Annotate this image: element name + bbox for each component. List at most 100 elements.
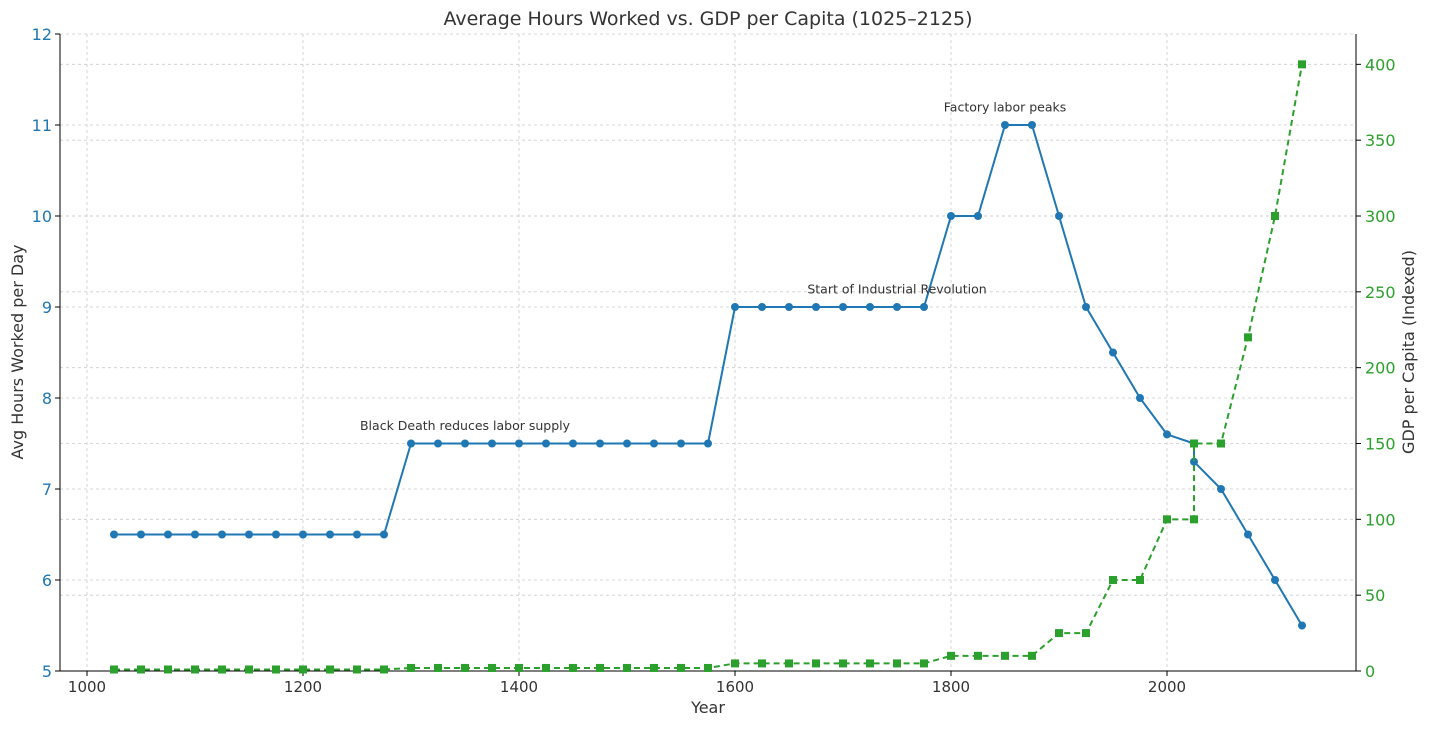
gdp-data-point: [1163, 515, 1171, 524]
hours-data-point: [461, 439, 469, 448]
hours-data-point: [218, 530, 226, 539]
hours-data-point: [1055, 212, 1063, 220]
gdp-data-point: [1244, 333, 1252, 342]
gdp-data-point: [326, 665, 334, 674]
gdp-data-point: [1190, 515, 1198, 524]
y-left-tick-label: 11: [32, 116, 52, 135]
y-left-tick-label: 7: [42, 480, 52, 499]
gdp-data-point: [434, 663, 442, 672]
x-tick-label: 1600: [716, 678, 754, 696]
hours-data-point: [164, 530, 172, 539]
annotations: Black Death reduces labor supply Start of…: [360, 99, 1066, 433]
gdp-data-point: [704, 663, 712, 672]
hours-data-point: [407, 439, 415, 448]
hours-data-point: [299, 530, 307, 539]
gdp-data-point: [1190, 439, 1198, 448]
x-tick-label: 1000: [68, 678, 106, 696]
annotation-label: Black Death reduces labor supply: [360, 418, 571, 433]
gdp-data-point: [191, 665, 199, 674]
gdp-data-point: [866, 659, 874, 668]
hours-data-point: [137, 530, 145, 539]
hours-data-point: [434, 439, 442, 448]
x-tick-label: 2000: [1148, 678, 1186, 696]
gdp-data-point: [947, 651, 955, 660]
hours-data-point: [110, 530, 118, 539]
gdp-data-point: [731, 659, 739, 668]
hours-data-point: [1163, 430, 1171, 439]
hours-series-line: [114, 124, 1303, 627]
y-axis-right-label: GDP per Capita (Indexed): [1399, 250, 1418, 454]
gdp-data-point: [407, 663, 415, 672]
gdp-data-point: [137, 665, 145, 674]
y-right-tick-label: 200: [1365, 359, 1396, 378]
hours-data-point: [704, 439, 712, 448]
gdp-data-point: [164, 665, 172, 674]
gdp-data-point: [920, 659, 928, 668]
y-right-tick-label: 250: [1365, 283, 1396, 302]
y-left-tick-label: 8: [42, 389, 52, 408]
hours-data-point: [731, 303, 739, 311]
y-left-tick-label: 12: [32, 25, 52, 44]
y-left-tick-label: 10: [32, 207, 52, 226]
gdp-data-point: [1001, 651, 1009, 660]
chart-title: Average Hours Worked vs. GDP per Capita …: [443, 8, 972, 30]
hours-data-point: [515, 439, 523, 448]
y-right-tick-label: 300: [1365, 207, 1396, 226]
gdp-data-point: [893, 659, 901, 668]
gdp-data-point: [380, 665, 388, 674]
hours-data-point: [488, 439, 496, 448]
x-axis-label: Year: [690, 698, 725, 717]
hours-data-point: [1001, 121, 1009, 129]
x-tick-label: 1800: [932, 678, 970, 696]
gdp-data-point: [488, 663, 496, 672]
y-right-tick-label: 350: [1365, 131, 1396, 150]
hours-data-point: [1028, 121, 1036, 129]
y-axis-left-label: Avg Hours Worked per Day: [8, 245, 27, 460]
y-right-tick-label: 100: [1365, 510, 1396, 529]
y-right-tick-label: 0: [1365, 662, 1375, 681]
y-left-tick-label: 9: [42, 298, 52, 317]
grid: [60, 33, 1356, 672]
hours-data-point: [272, 530, 280, 539]
gdp-data-point: [1055, 629, 1063, 638]
hours-data-point: [785, 303, 793, 311]
gdp-data-point: [1109, 576, 1117, 584]
annotation-label: Start of Industrial Revolution: [807, 281, 986, 296]
hours-data-point: [1109, 348, 1117, 357]
gdp-data-point: [245, 665, 253, 674]
gdp-data-point: [218, 665, 226, 674]
gdp-data-point: [596, 663, 604, 672]
gdp-data-point: [110, 665, 118, 674]
gdp-data-point: [542, 663, 550, 672]
gdp-data-point: [1082, 629, 1090, 638]
x-tick-label: 1400: [500, 678, 538, 696]
series: [110, 60, 1306, 674]
y-left-tick-label: 6: [42, 571, 52, 590]
gdp-data-point: [299, 665, 307, 674]
gdp-data-point: [1028, 651, 1036, 660]
gdp-data-point: [677, 663, 685, 672]
gdp-data-point: [1136, 576, 1144, 584]
gdp-data-point: [650, 663, 658, 672]
y-right-tick-label: 150: [1365, 435, 1396, 454]
hours-data-point: [677, 439, 685, 448]
hours-data-point: [866, 303, 874, 311]
x-tick-label: 1200: [284, 678, 322, 696]
gdp-data-point: [515, 663, 523, 672]
hours-data-point: [623, 439, 631, 448]
hours-data-point: [569, 439, 577, 448]
y-right-tick-label: 50: [1365, 586, 1385, 605]
hours-data-point: [1190, 457, 1198, 466]
hours-data-point: [1271, 576, 1279, 584]
gdp-data-point: [758, 659, 766, 668]
gdp-data-point: [839, 659, 847, 668]
gdp-data-point: [974, 651, 982, 660]
hours-data-point: [812, 303, 820, 311]
gdp-data-point: [1217, 439, 1225, 448]
hours-data-point: [1217, 485, 1225, 493]
hours-data-point: [542, 439, 550, 448]
hours-data-point: [947, 212, 955, 220]
hours-data-point: [1136, 394, 1144, 402]
